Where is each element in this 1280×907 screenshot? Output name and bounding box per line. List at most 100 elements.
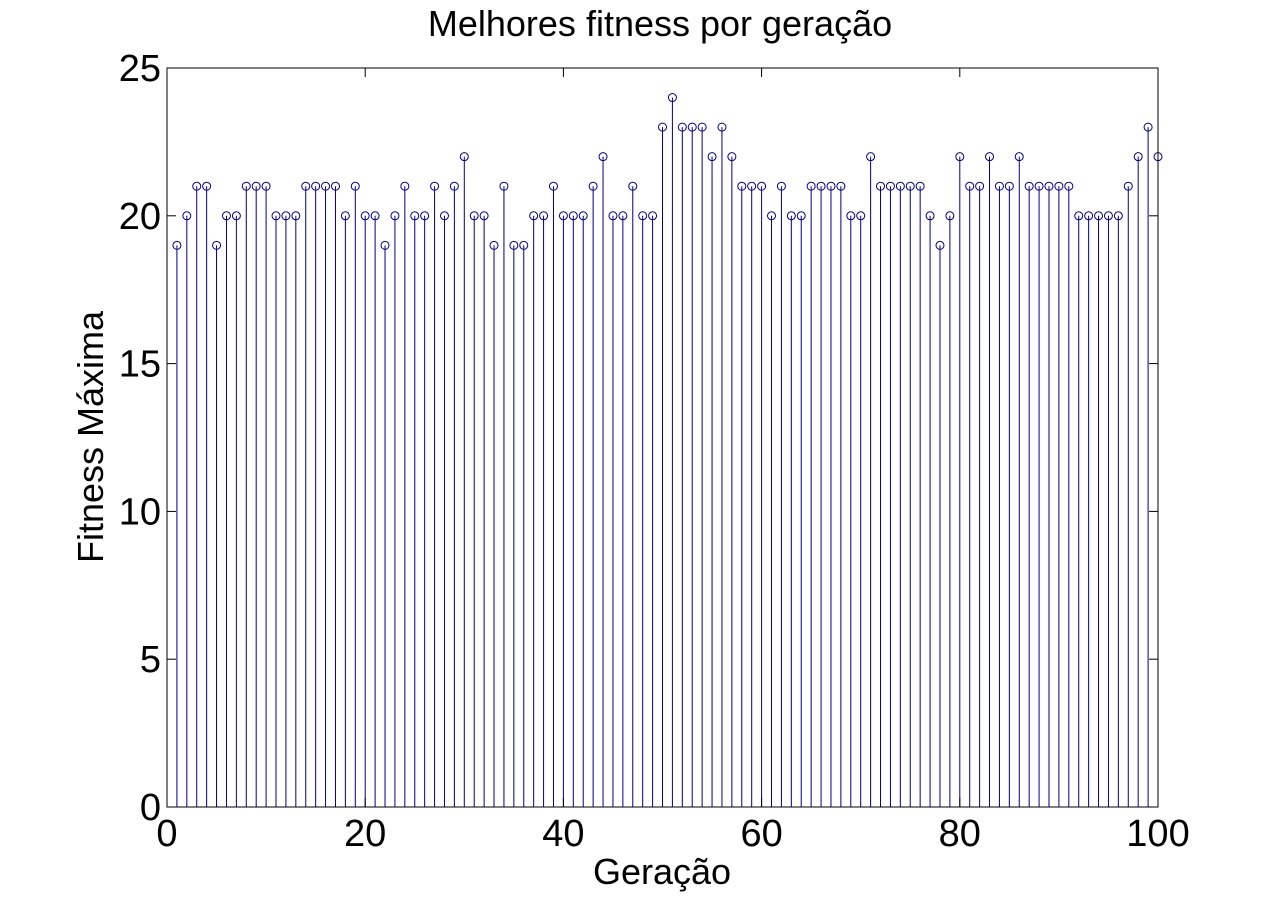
stem-marker-10 <box>261 181 271 191</box>
stem-marker-35 <box>509 240 519 250</box>
stem-marker-39 <box>548 181 558 191</box>
stem-marker-13 <box>291 211 301 221</box>
stem-marker-29 <box>449 181 459 191</box>
stem-marker-8 <box>241 181 251 191</box>
stem-marker-95 <box>1103 211 1113 221</box>
stem-marker-45 <box>608 211 618 221</box>
stem-marker-54 <box>697 122 707 132</box>
y-tick-label-20: 20 <box>119 196 161 238</box>
stem-marker-43 <box>588 181 598 191</box>
chart-title: Melhores fitness por geração <box>428 3 892 44</box>
stem-marker-4 <box>202 181 212 191</box>
stem-marker-18 <box>340 211 350 221</box>
stem-marker-56 <box>717 122 727 132</box>
stem-marker-48 <box>638 211 648 221</box>
stem-marker-22 <box>380 240 390 250</box>
stem-marker-87 <box>1024 181 1034 191</box>
stem-marker-74 <box>895 181 905 191</box>
stem-marker-40 <box>558 211 568 221</box>
ticks-group: 0 20 40 60 80 100 0 5 10 15 20 25 <box>119 48 1190 855</box>
stem-marker-60 <box>757 181 767 191</box>
x-tick-label-60: 60 <box>740 813 782 855</box>
stem-marker-46 <box>618 211 628 221</box>
stem-marker-36 <box>519 240 529 250</box>
stem-marker-1 <box>172 240 182 250</box>
stem-marker-86 <box>1014 152 1024 162</box>
stem-marker-27 <box>430 181 440 191</box>
stem-marker-9 <box>251 181 261 191</box>
stem-marker-42 <box>578 211 588 221</box>
stem-marker-51 <box>667 93 677 103</box>
stem-marker-68 <box>836 181 846 191</box>
x-tick-label-100: 100 <box>1126 813 1189 855</box>
x-tick-label-40: 40 <box>542 813 584 855</box>
x-tick-label-20: 20 <box>344 813 386 855</box>
stem-marker-15 <box>311 181 321 191</box>
stem-marker-75 <box>905 181 915 191</box>
stem-marker-73 <box>885 181 895 191</box>
stem-marker-12 <box>281 211 291 221</box>
stem-marker-24 <box>400 181 410 191</box>
stem-marker-67 <box>826 181 836 191</box>
stem-marker-44 <box>598 152 608 162</box>
stem-marker-52 <box>677 122 687 132</box>
stem-marker-71 <box>866 152 876 162</box>
stem-marker-23 <box>390 211 400 221</box>
stem-marker-49 <box>648 211 658 221</box>
y-tick-label-0: 0 <box>140 787 161 829</box>
stem-marker-20 <box>360 211 370 221</box>
stem-marker-25 <box>410 211 420 221</box>
stem-marker-17 <box>330 181 340 191</box>
stem-marker-19 <box>350 181 360 191</box>
stem-marker-21 <box>370 211 380 221</box>
stem-marker-33 <box>489 240 499 250</box>
plot-frame <box>166 67 1159 808</box>
stem-marker-89 <box>1044 181 1054 191</box>
y-tick-label-25: 25 <box>119 48 161 90</box>
stem-marker-78 <box>935 240 945 250</box>
stem-marker-79 <box>945 211 955 221</box>
stem-marker-16 <box>321 181 331 191</box>
stem-marker-61 <box>767 211 777 221</box>
stem-marker-69 <box>846 211 856 221</box>
stem-marker-32 <box>479 211 489 221</box>
stem-marker-64 <box>796 211 806 221</box>
stem-marker-77 <box>925 211 935 221</box>
stem-marker-66 <box>816 181 826 191</box>
stem-marker-50 <box>658 122 667 132</box>
stem-marker-6 <box>221 211 231 221</box>
stem-marker-98 <box>1133 152 1143 162</box>
y-tick-label-15: 15 <box>119 344 161 386</box>
x-tick-label-80: 80 <box>939 813 981 855</box>
stem-marker-96 <box>1113 211 1123 221</box>
y-axis-label: Fitness Máxima <box>70 310 111 563</box>
stem-marker-97 <box>1123 181 1133 191</box>
x-tick-label-0: 0 <box>156 813 177 855</box>
stem-marker-58 <box>737 181 747 191</box>
stem-marker-31 <box>469 211 479 221</box>
stem-marker-81 <box>965 181 975 191</box>
stem-marker-70 <box>856 211 866 221</box>
stem-marker-41 <box>568 211 578 221</box>
stem-marker-88 <box>1034 181 1044 191</box>
stem-marker-3 <box>192 181 202 191</box>
stem-marker-57 <box>727 152 737 162</box>
stem-marker-91 <box>1064 181 1074 191</box>
stem-marker-90 <box>1054 181 1064 191</box>
stem-marker-84 <box>994 181 1004 191</box>
stem-marker-7 <box>231 211 241 221</box>
stem-marker-53 <box>687 122 697 132</box>
stem-marker-65 <box>806 181 816 191</box>
stem-marker-30 <box>459 152 469 162</box>
stem-marker-85 <box>1004 181 1014 191</box>
stem-marker-94 <box>1094 211 1104 221</box>
stem-marker-28 <box>439 211 449 221</box>
stem-marker-80 <box>955 152 965 162</box>
stem-marker-83 <box>985 152 995 162</box>
x-axis-label: Geração <box>593 851 731 892</box>
y-tick-label-5: 5 <box>140 639 161 681</box>
stem-marker-2 <box>182 211 192 221</box>
stem-marker-38 <box>539 211 549 221</box>
